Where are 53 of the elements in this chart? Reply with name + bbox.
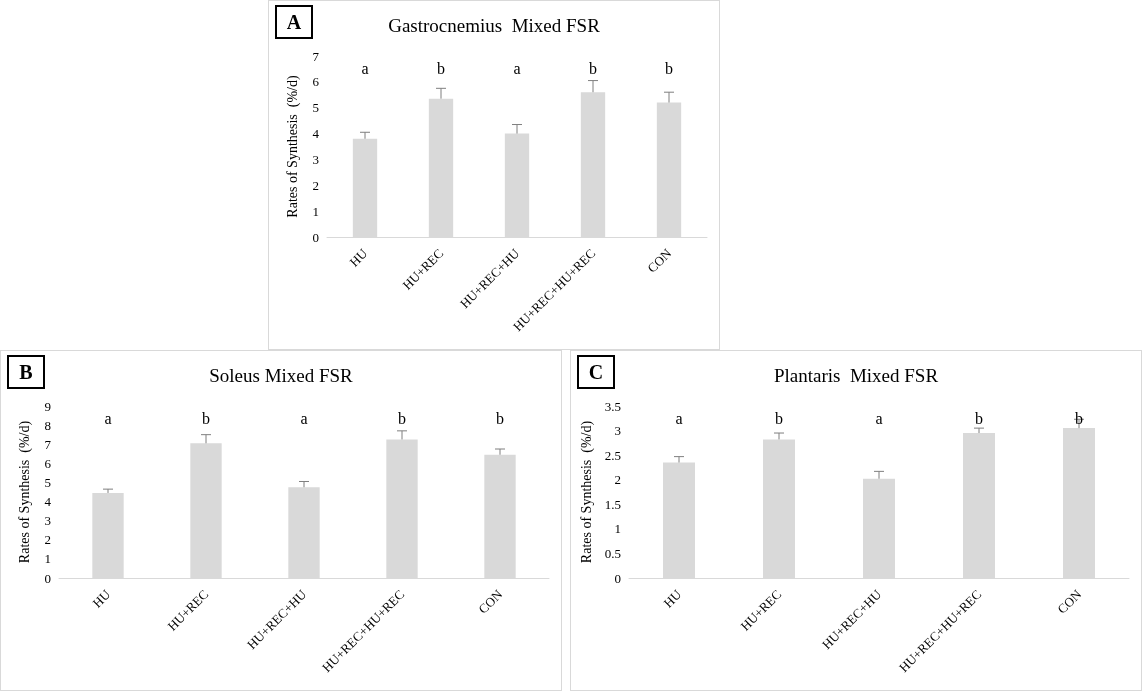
y-tick-label: 0.5 bbox=[604, 545, 621, 561]
chart-title: Soleus Mixed FSR bbox=[209, 365, 354, 386]
y-tick-label: 1 bbox=[312, 203, 319, 219]
y-tick-label: 6 bbox=[44, 455, 52, 471]
annotation: a bbox=[875, 409, 883, 427]
x-tick-label: HU bbox=[89, 586, 114, 611]
y-tick-label: 1 bbox=[44, 551, 51, 567]
text: C bbox=[577, 355, 615, 389]
y-tick-label: 3.5 bbox=[604, 398, 621, 414]
y-tick-label: 1.5 bbox=[604, 496, 621, 512]
annotation: a bbox=[104, 409, 112, 427]
annotation: b bbox=[775, 409, 783, 427]
y-axis-title: Rates of Synthesis (%/d) bbox=[16, 420, 33, 564]
y-tick-label: 1 bbox=[614, 521, 621, 537]
annotation: b bbox=[437, 59, 445, 77]
y-tick-label: 0 bbox=[44, 570, 51, 586]
y-tick-label: 8 bbox=[44, 417, 51, 433]
y-tick-label: 0 bbox=[614, 570, 621, 586]
y-tick-label: 9 bbox=[44, 398, 51, 414]
annotation: b bbox=[496, 409, 504, 427]
y-tick-label: 7 bbox=[44, 436, 52, 452]
y-axis-title: Rates of Synthesis (%/d) bbox=[284, 75, 301, 218]
annotation: a bbox=[513, 59, 521, 77]
annotation: b bbox=[1075, 409, 1083, 427]
y-tick-label: 7 bbox=[312, 48, 320, 64]
text: A bbox=[275, 5, 313, 39]
y-tick-label: 4 bbox=[44, 494, 52, 510]
annotation: b bbox=[202, 409, 210, 427]
y-tick-label: 2 bbox=[614, 472, 621, 488]
annotation: b bbox=[975, 409, 983, 427]
y-tick-label: 2 bbox=[44, 532, 51, 548]
y-tick-label: 2 bbox=[312, 177, 319, 193]
y-tick-label: 5 bbox=[312, 100, 319, 116]
y-tick-label: 0 bbox=[312, 229, 319, 245]
y-tick-label: 3 bbox=[312, 151, 319, 167]
chart-title: Gastrocnemius Mixed FSR bbox=[388, 15, 601, 36]
y-tick-label: 5 bbox=[44, 474, 51, 490]
annotation: b bbox=[398, 409, 406, 427]
y-tick-label: 2.5 bbox=[604, 447, 621, 463]
y-tick-label: 3 bbox=[614, 423, 621, 439]
annotation: a bbox=[300, 409, 308, 427]
y-axis-title: Rates of Synthesis (%/d) bbox=[579, 420, 596, 564]
annotation: a bbox=[675, 409, 683, 427]
y-tick-label: 4 bbox=[312, 126, 320, 142]
y-tick-label: 6 bbox=[312, 74, 320, 90]
x-tick-label: HU bbox=[660, 586, 685, 611]
annotation: b bbox=[589, 59, 597, 77]
text: B bbox=[7, 355, 45, 389]
annotation: b bbox=[665, 59, 673, 77]
x-tick-label: HU bbox=[346, 245, 371, 270]
y-tick-label: 3 bbox=[44, 513, 51, 529]
chart-title: Plantaris Mixed FSR bbox=[773, 365, 939, 386]
annotation: a bbox=[361, 59, 369, 77]
